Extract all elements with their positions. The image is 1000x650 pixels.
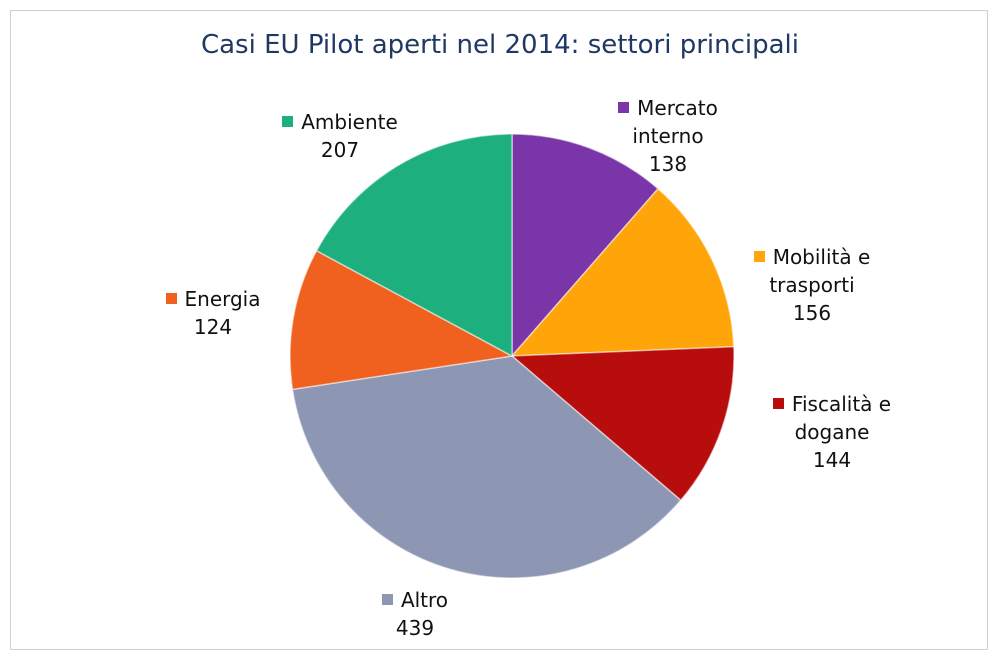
category-label: Ambiente: [301, 110, 398, 134]
legend-swatch: [282, 116, 294, 127]
category-label: Mercato interno: [632, 96, 718, 148]
data-label: Mercato interno 138: [603, 94, 733, 178]
category-label: Mobilità e trasporti: [769, 245, 871, 297]
pie-slice: [511, 133, 660, 358]
data-label: Ambiente 207: [265, 108, 415, 164]
category-label: Altro: [400, 588, 449, 612]
data-label: Altro 439: [340, 586, 490, 642]
legend-swatch: [772, 398, 784, 409]
value-label: 138: [648, 152, 688, 176]
legend-swatch: [381, 594, 393, 605]
category-label: Energia: [184, 287, 261, 311]
data-label: Mobilità e trasporti 156: [737, 243, 887, 327]
pie-slice: [289, 249, 515, 391]
legend-swatch: [753, 251, 765, 262]
legend-swatch: [618, 102, 630, 113]
value-label: 124: [193, 315, 233, 339]
pie-slice: [315, 133, 513, 358]
data-label: Fiscalità e dogane 144: [752, 390, 912, 474]
value-label: 156: [792, 301, 832, 325]
pie-slice: [291, 355, 682, 579]
chart-title: Casi EU Pilot aperti nel 2014: settori p…: [200, 30, 800, 60]
value-label: 144: [812, 448, 852, 472]
category-label: Fiscalità e dogane: [791, 392, 892, 444]
value-label: 439: [395, 616, 435, 640]
data-label: Energia 124: [138, 285, 288, 341]
value-label: 207: [320, 138, 360, 162]
pie-slice: [510, 345, 735, 502]
legend-swatch: [165, 293, 177, 304]
pie-slice: [510, 187, 735, 357]
